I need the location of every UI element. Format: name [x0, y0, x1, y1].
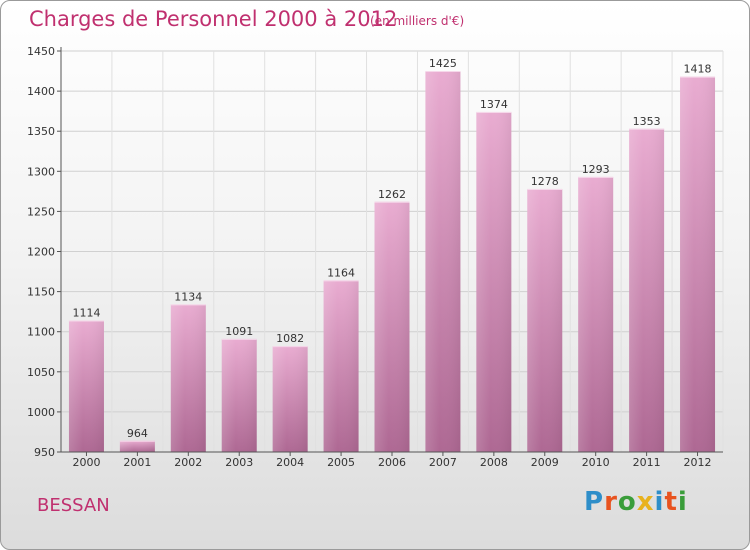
logo-letter: x	[636, 487, 655, 517]
logo-letter: r	[604, 487, 618, 517]
y-tick-label: 1200	[27, 246, 55, 259]
x-tick-label: 2012	[684, 456, 712, 469]
data-label: 1134	[174, 290, 202, 303]
data-label: 1114	[72, 306, 100, 319]
x-tick-label: 2000	[72, 456, 100, 469]
data-label: 1278	[531, 175, 559, 188]
bar-shine	[119, 440, 155, 452]
data-label: 1374	[480, 98, 508, 111]
x-tick-label: 2003	[225, 456, 253, 469]
bar-shine	[374, 201, 410, 452]
bar-shine	[221, 338, 257, 452]
x-tick-label: 2007	[429, 456, 457, 469]
logo-letter: t	[664, 487, 678, 517]
bar-shine	[323, 280, 359, 452]
y-tick-label: 1050	[27, 366, 55, 379]
x-tick-label: 2005	[327, 456, 355, 469]
logo-letter: o	[617, 487, 637, 517]
logo-letter: P	[584, 487, 605, 517]
data-label: 1091	[225, 325, 253, 338]
y-tick-label: 1400	[27, 85, 55, 98]
bar-shine	[476, 111, 512, 453]
x-tick-label: 2010	[582, 456, 610, 469]
data-label: 964	[127, 427, 148, 440]
x-tick-label: 2001	[123, 456, 151, 469]
data-label: 1418	[684, 63, 712, 76]
bar-shine	[629, 128, 665, 452]
x-tick-label: 2002	[174, 456, 202, 469]
y-tick-label: 1450	[27, 45, 55, 58]
data-label: 1082	[276, 332, 304, 345]
logo-letter: i	[654, 487, 665, 517]
x-tick-label: 2009	[531, 456, 559, 469]
chart-subtitle: (en milliers d'€)	[370, 14, 465, 28]
proxiti-logo: Proxiti	[584, 487, 688, 517]
logo-letter: i	[677, 487, 688, 517]
bar-shine	[425, 71, 461, 453]
x-tick-label: 2004	[276, 456, 304, 469]
y-tick-label: 1150	[27, 286, 55, 299]
bar-shine	[680, 76, 716, 452]
data-label: 1164	[327, 266, 355, 279]
data-label: 1353	[633, 115, 661, 128]
x-tick-label: 2008	[480, 456, 508, 469]
y-tick-label: 1100	[27, 326, 55, 339]
bar-shine	[272, 346, 308, 452]
bar-shine	[170, 304, 206, 452]
data-label: 1262	[378, 188, 406, 201]
y-tick-label: 1350	[27, 125, 55, 138]
y-tick-label: 1250	[27, 205, 55, 218]
data-label: 1293	[582, 163, 610, 176]
y-tick-label: 1300	[27, 165, 55, 178]
x-tick-label: 2011	[633, 456, 661, 469]
chart-title: Charges de Personnel 2000 à 2012	[29, 7, 398, 31]
bar-shine	[68, 320, 104, 452]
y-tick-label: 950	[34, 446, 55, 459]
bar-shine	[578, 176, 614, 452]
commune-name: BESSAN	[37, 495, 110, 516]
data-label: 1425	[429, 57, 457, 70]
y-tick-label: 1000	[27, 406, 55, 419]
x-tick-label: 2006	[378, 456, 406, 469]
bar-shine	[527, 188, 563, 452]
